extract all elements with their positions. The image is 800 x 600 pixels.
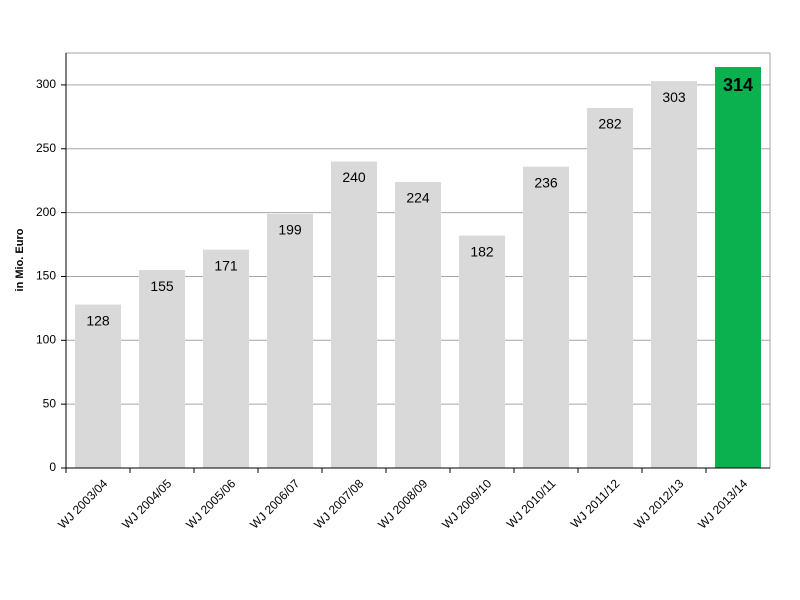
bar [267, 213, 313, 468]
x-tick-label: WJ 2005/06 [183, 476, 238, 531]
y-tick-label: 50 [43, 396, 57, 410]
x-tick-label: WJ 2010/11 [504, 476, 559, 531]
y-tick-label: 300 [36, 77, 56, 91]
value-label: 128 [86, 312, 110, 328]
value-label: 182 [470, 243, 494, 259]
bar [139, 270, 185, 468]
bar [587, 107, 633, 469]
bar [651, 81, 697, 468]
x-tick-label: WJ 2008/09 [375, 476, 430, 531]
value-label: 314 [723, 75, 753, 95]
value-label: 155 [150, 278, 174, 294]
x-tick-label: WJ 2003/04 [55, 476, 110, 531]
value-label: 236 [534, 174, 558, 190]
bar [203, 249, 249, 468]
x-tick-label: WJ 2011/12 [568, 476, 623, 531]
bar [523, 166, 569, 468]
x-tick-label: WJ 2004/05 [119, 476, 174, 531]
bar [459, 235, 505, 468]
y-tick-label: 150 [36, 269, 56, 283]
bar [715, 67, 761, 469]
x-tick-label: WJ 2007/08 [311, 476, 366, 531]
x-tick-label: WJ 2009/10 [439, 476, 494, 531]
y-tick-label: 0 [49, 460, 56, 474]
y-tick-label: 200 [36, 205, 56, 219]
x-tick-label: WJ 2006/07 [247, 476, 302, 531]
bar [75, 304, 121, 468]
value-label: 282 [598, 116, 622, 132]
value-label: 240 [342, 169, 366, 185]
x-tick-label: WJ 2012/13 [631, 476, 686, 531]
bar [395, 181, 441, 468]
y-axis-title: in Mio. Euro [14, 228, 26, 291]
y-tick-label: 250 [36, 141, 56, 155]
value-label: 199 [278, 222, 302, 238]
y-tick-label: 100 [36, 332, 56, 346]
value-label: 171 [214, 257, 238, 273]
value-label: 303 [662, 89, 686, 105]
value-label: 224 [406, 190, 430, 206]
bar [331, 161, 377, 469]
x-tick-label: WJ 2013/14 [695, 476, 750, 531]
